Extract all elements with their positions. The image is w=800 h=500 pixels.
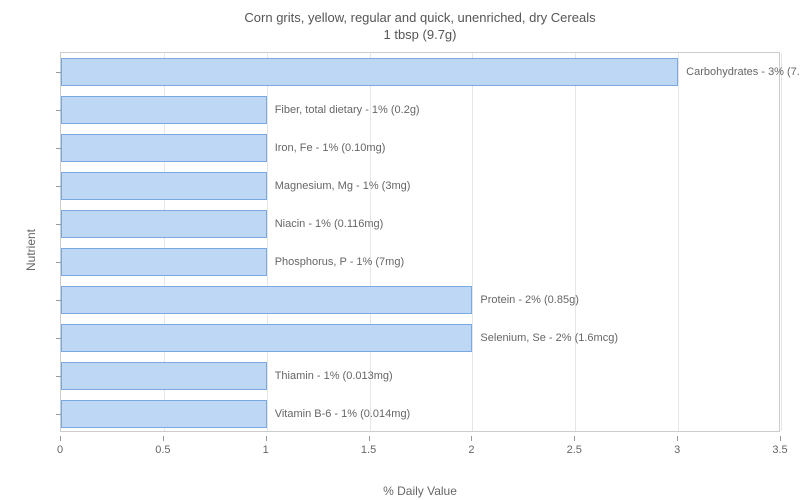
bar-row: Selenium, Se - 2% (1.6mcg) <box>61 319 618 357</box>
x-tick-label: 2.5 <box>567 444 582 456</box>
x-tick-label: 3.5 <box>772 444 787 456</box>
bar-label: Protein - 2% (0.85g) <box>480 294 578 306</box>
bar-label: Phosphorus, P - 1% (7mg) <box>275 256 404 268</box>
bar <box>61 324 472 352</box>
bar <box>61 400 267 428</box>
bar-label: Carbohydrates - 3% (7.72g) <box>686 66 800 78</box>
bar <box>61 58 678 86</box>
x-tick-label: 2 <box>468 444 474 456</box>
bar-row: Magnesium, Mg - 1% (3mg) <box>61 167 410 205</box>
y-tick <box>56 414 61 415</box>
x-axis-title: % Daily Value <box>60 484 780 498</box>
y-tick <box>56 338 61 339</box>
y-axis-title: Nutrient <box>24 229 38 271</box>
bar-row: Protein - 2% (0.85g) <box>61 281 579 319</box>
x-tick <box>369 436 370 441</box>
x-tick-label: 1 <box>263 444 269 456</box>
bar <box>61 96 267 124</box>
bar-label: Selenium, Se - 2% (1.6mcg) <box>480 332 618 344</box>
y-tick <box>56 300 61 301</box>
x-tick <box>574 436 575 441</box>
x-tick-label: 0.5 <box>155 444 170 456</box>
x-tick <box>471 436 472 441</box>
x-tick <box>266 436 267 441</box>
bar-label: Magnesium, Mg - 1% (3mg) <box>275 180 411 192</box>
bar-row: Niacin - 1% (0.116mg) <box>61 205 383 243</box>
bar <box>61 362 267 390</box>
bar <box>61 210 267 238</box>
bar-row: Fiber, total dietary - 1% (0.2g) <box>61 91 420 129</box>
y-tick <box>56 110 61 111</box>
x-tick-label: 0 <box>57 444 63 456</box>
x-tick <box>677 436 678 441</box>
y-tick <box>56 148 61 149</box>
bar-label: Niacin - 1% (0.116mg) <box>275 218 384 230</box>
bar <box>61 172 267 200</box>
y-tick <box>56 72 61 73</box>
bar-label: Thiamin - 1% (0.013mg) <box>275 370 393 382</box>
bar-row: Phosphorus, P - 1% (7mg) <box>61 243 404 281</box>
x-tick <box>163 436 164 441</box>
title-line-2: 1 tbsp (9.7g) <box>384 27 457 42</box>
x-tick-label: 1.5 <box>361 444 376 456</box>
y-tick <box>56 262 61 263</box>
gridline <box>575 53 576 431</box>
gridline <box>781 53 782 431</box>
bar <box>61 248 267 276</box>
x-tick <box>780 436 781 441</box>
gridline <box>472 53 473 431</box>
bar-label: Fiber, total dietary - 1% (0.2g) <box>275 104 420 116</box>
nutrient-chart: Nutrient Corn grits, yellow, regular and… <box>0 0 800 500</box>
bar-row: Iron, Fe - 1% (0.10mg) <box>61 129 385 167</box>
x-axis: 00.511.522.533.5 <box>60 436 780 456</box>
chart-title: Corn grits, yellow, regular and quick, u… <box>60 10 780 44</box>
bar-row: Thiamin - 1% (0.013mg) <box>61 357 393 395</box>
bar-row: Vitamin B-6 - 1% (0.014mg) <box>61 395 410 433</box>
bar-label: Iron, Fe - 1% (0.10mg) <box>275 142 386 154</box>
bar-row: Carbohydrates - 3% (7.72g) <box>61 53 800 91</box>
bar <box>61 134 267 162</box>
x-tick-label: 3 <box>674 444 680 456</box>
bar-label: Vitamin B-6 - 1% (0.014mg) <box>275 408 411 420</box>
y-tick <box>56 224 61 225</box>
plot-area: Carbohydrates - 3% (7.72g)Fiber, total d… <box>60 52 780 432</box>
title-line-1: Corn grits, yellow, regular and quick, u… <box>244 10 595 25</box>
y-tick <box>56 186 61 187</box>
y-tick <box>56 376 61 377</box>
gridline <box>678 53 679 431</box>
x-tick <box>60 436 61 441</box>
bar <box>61 286 472 314</box>
